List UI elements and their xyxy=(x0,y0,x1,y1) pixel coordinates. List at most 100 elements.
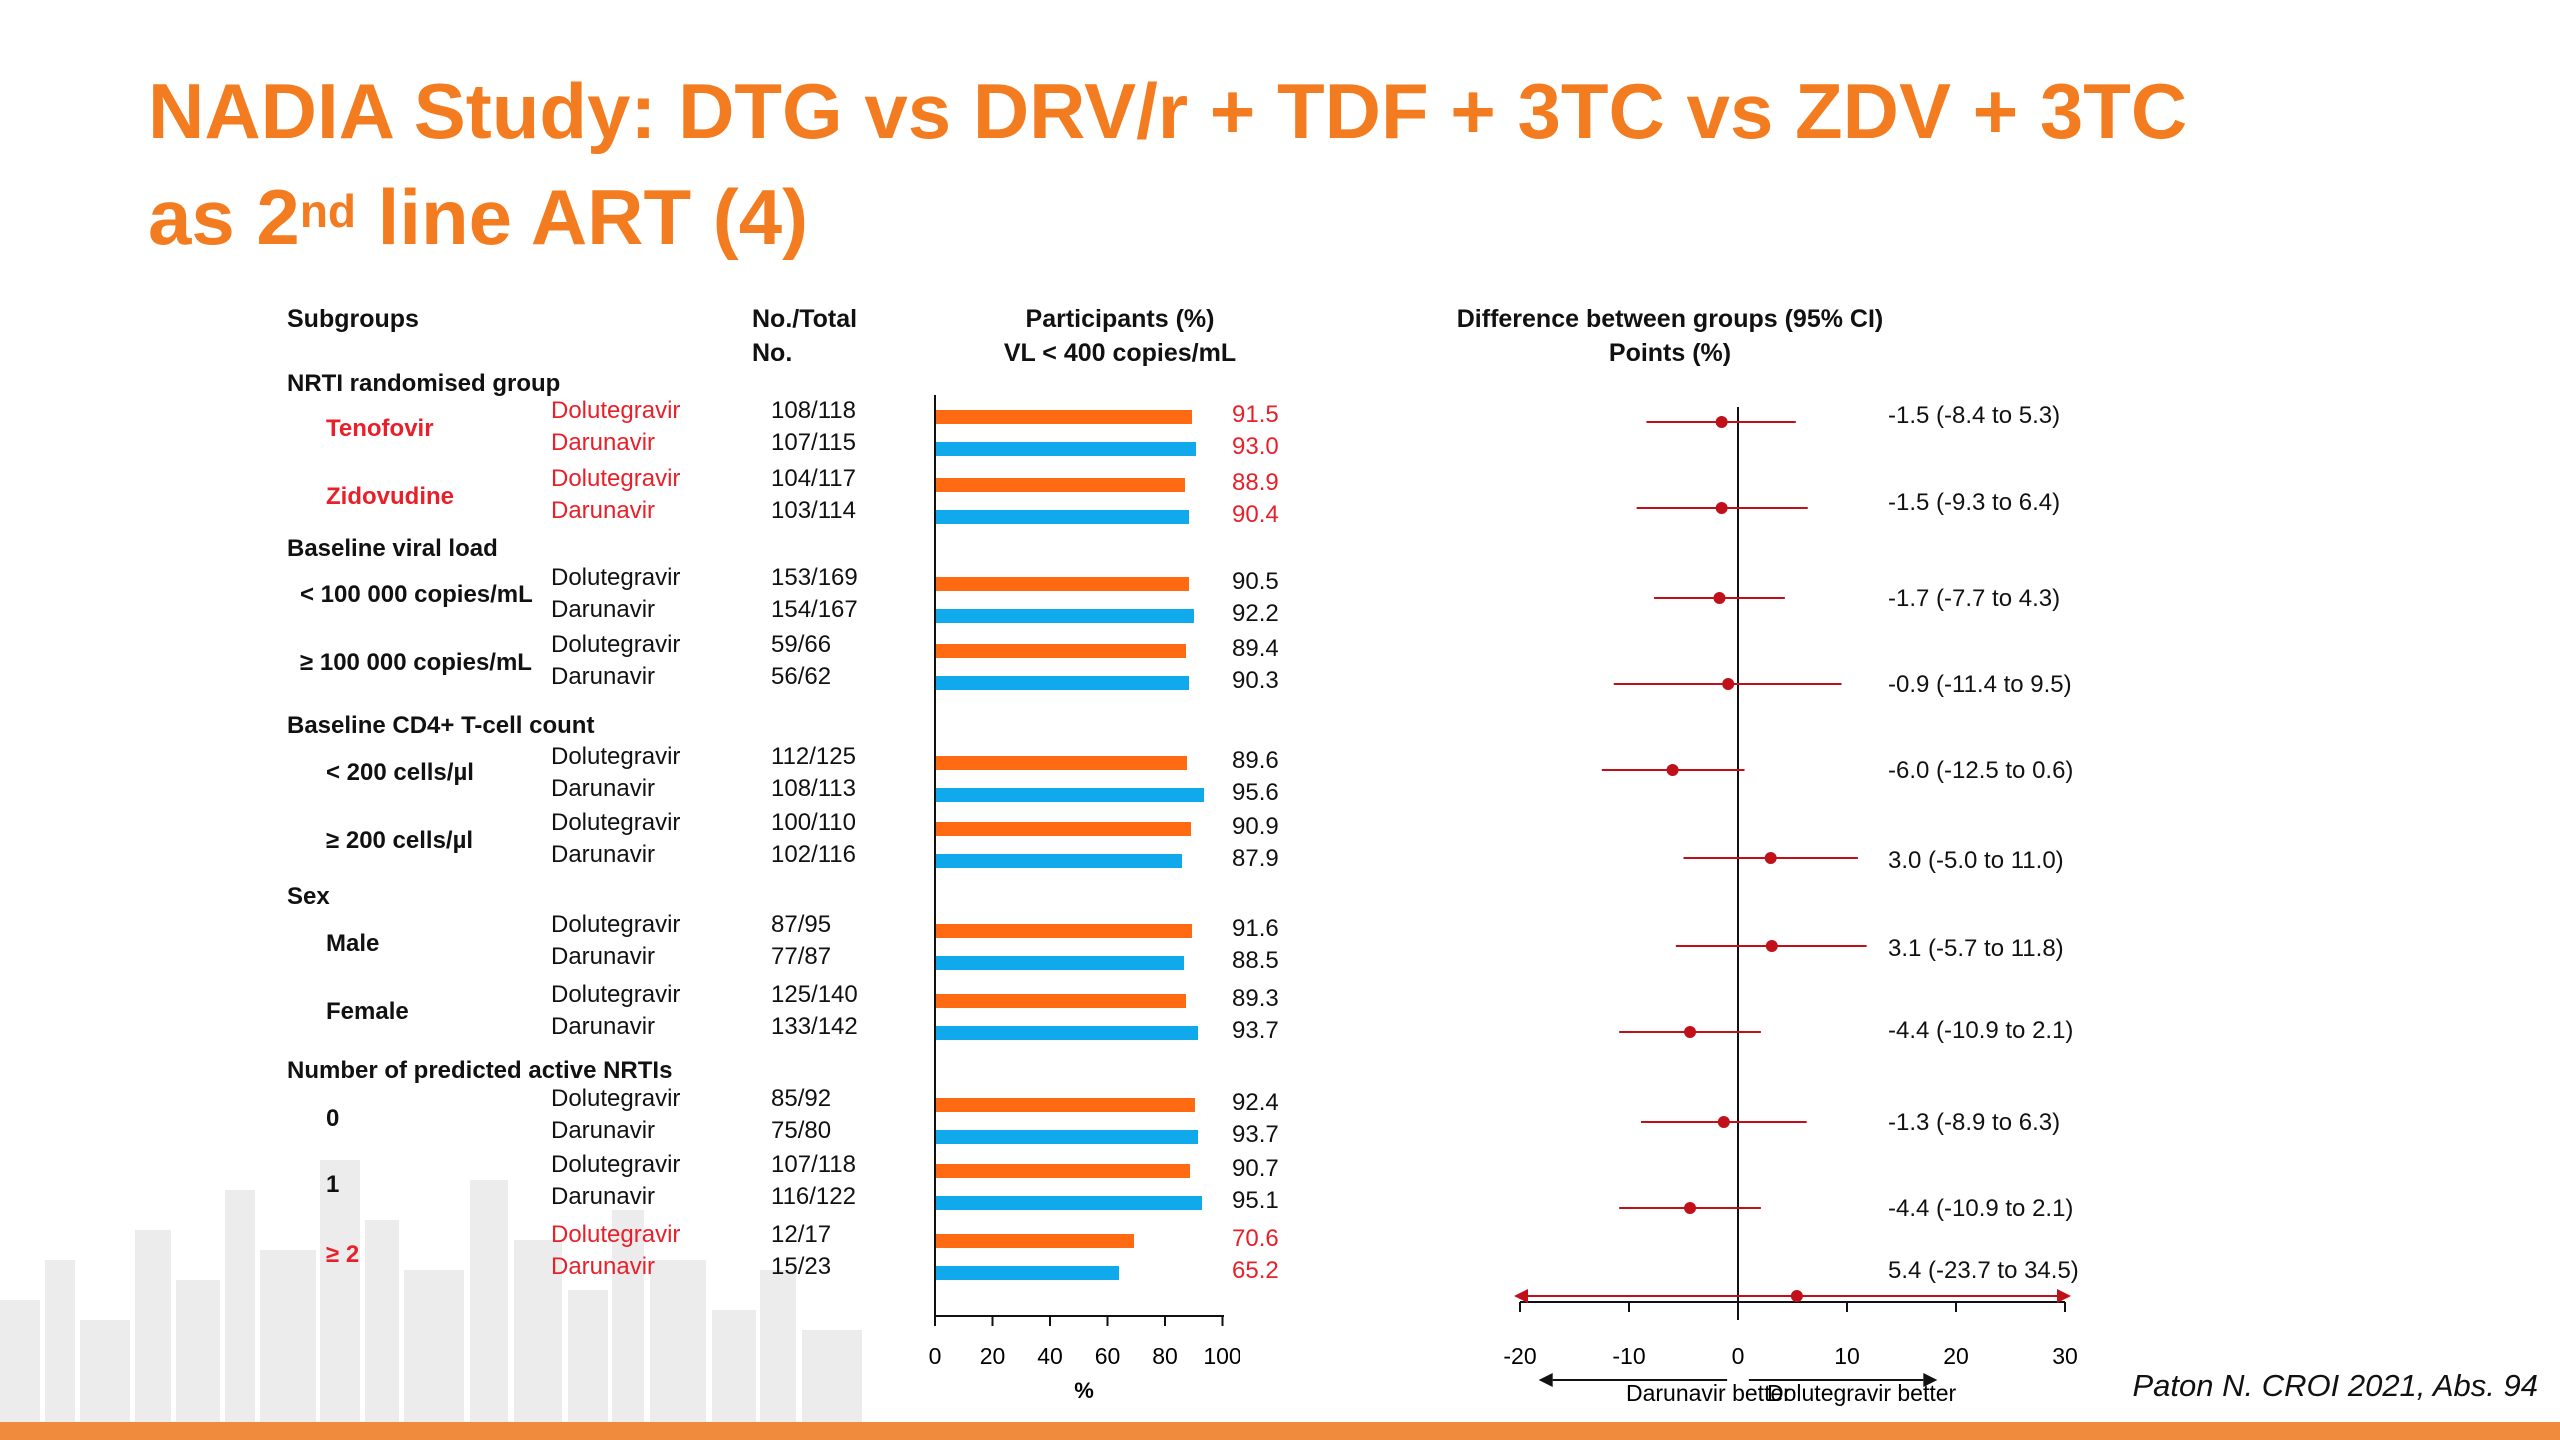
header-no-total: No./Total No. xyxy=(752,302,857,370)
header-participants-line1: Participants (%) xyxy=(1025,305,1215,333)
row-arm: Dolutegravir xyxy=(551,1151,681,1178)
bar-tick-label: 60 xyxy=(1095,1343,1121,1369)
row-n-total: 104/117 xyxy=(771,465,856,492)
section-viral-load: Baseline viral load xyxy=(287,535,498,562)
forest-tick-label: 30 xyxy=(2052,1343,2078,1369)
point-estimate xyxy=(1684,1202,1697,1214)
row-n-total: 100/110 xyxy=(771,809,856,836)
row-value-label: 90.9 xyxy=(1232,813,1279,840)
section-sex: Sex xyxy=(287,883,330,910)
bar-darunavir xyxy=(936,1026,1199,1040)
bar-chart: 0 20 40 60 80 100 % xyxy=(929,395,1240,1403)
row-value-label: 70.6 xyxy=(1232,1225,1279,1252)
row-value-label: 89.4 xyxy=(1232,635,1279,662)
bottom-bar xyxy=(0,1422,2560,1440)
row-arm: Dolutegravir xyxy=(551,981,681,1008)
row-arm: Darunavir xyxy=(551,841,656,868)
bar-dolutegravir xyxy=(936,924,1193,938)
subgroup-zidovudine: Zidovudine xyxy=(326,483,454,510)
header-no-total-line2: No. xyxy=(752,339,793,367)
row-value-label: 90.5 xyxy=(1232,568,1279,595)
row-arm: Dolutegravir xyxy=(551,809,681,836)
ci-label: 3.1 (-5.7 to 11.8) xyxy=(1888,935,2064,962)
skyline-decoration xyxy=(0,1160,862,1422)
row-value-label: 87.9 xyxy=(1232,845,1279,872)
row-arm: Dolutegravir xyxy=(551,911,681,938)
bar-darunavir xyxy=(936,442,1197,456)
ci-label: -1.3 (-8.9 to 6.3) xyxy=(1888,1109,2061,1136)
row-arm: Dolutegravir xyxy=(551,1085,681,1112)
arrow-head-right xyxy=(1923,1373,1938,1387)
ci-label: 3.0 (-5.0 to 11.0) xyxy=(1888,847,2064,874)
title-line-1: NADIA Study: DTG vs DRV/r + TDF + 3TC vs… xyxy=(148,67,2188,155)
bar-dolutegravir xyxy=(936,478,1185,492)
row-value-label: 93.7 xyxy=(1232,1121,1279,1148)
subgroup-vl-high: ≥ 100 000 copies/mL xyxy=(300,649,532,676)
citation: Paton N. CROI 2021, Abs. 94 xyxy=(2132,1368,2538,1403)
subgroup-male: Male xyxy=(326,930,380,957)
row-arm: Dolutegravir xyxy=(551,397,681,424)
row-n-total: 102/116 xyxy=(771,841,856,868)
header-difference: Difference between groups (95% CI) Point… xyxy=(1430,302,1910,370)
row-value-label: 93.7 xyxy=(1232,1017,1279,1044)
bar-darunavir xyxy=(936,510,1190,524)
bar-darunavir xyxy=(936,609,1195,623)
point-estimate xyxy=(1715,502,1728,514)
bar-darunavir xyxy=(936,1266,1119,1280)
subgroup-nrti-1: 1 xyxy=(326,1171,340,1198)
row-arm: Darunavir xyxy=(551,1117,656,1144)
row-n-total: 107/115 xyxy=(771,429,856,456)
bar-x-label: % xyxy=(1074,1378,1094,1403)
point-estimate xyxy=(1765,940,1778,952)
ci-label: -0.9 (-11.4 to 9.5) xyxy=(1888,671,2072,698)
section-active-nrtis: Number of predicted active NRTIs xyxy=(287,1057,673,1084)
ci-label: -4.4 (-10.9 to 2.1) xyxy=(1888,1195,2074,1222)
row-n-total: 85/92 xyxy=(771,1085,832,1112)
bar-darunavir xyxy=(936,676,1189,690)
row-n-total: 133/142 xyxy=(771,1013,858,1040)
row-arm: Darunavir xyxy=(551,429,656,456)
row-arm: Dolutegravir xyxy=(551,631,681,658)
arrow-head-left xyxy=(1538,1373,1553,1387)
bar-dolutegravir xyxy=(936,994,1187,1008)
title-line-2-pre: as 2 xyxy=(148,173,300,261)
bar-dolutegravir xyxy=(936,410,1193,424)
bar-tick-label: 20 xyxy=(980,1343,1006,1369)
row-arm: Dolutegravir xyxy=(551,1221,681,1248)
bar-darunavir xyxy=(936,1196,1203,1210)
row-n-total: 75/80 xyxy=(771,1117,832,1144)
arrow-label-darunavir: Darunavir better xyxy=(1626,1380,1791,1406)
row-n-total: 56/62 xyxy=(771,663,832,690)
ci-label: -6.0 (-12.5 to 0.6) xyxy=(1888,757,2074,784)
bar-dolutegravir xyxy=(936,644,1187,658)
row-arm: Darunavir xyxy=(551,943,656,970)
row-value-label: 91.5 xyxy=(1232,401,1279,428)
row-n-total: 116/122 xyxy=(771,1183,856,1210)
header-participants-line2: VL < 400 copies/mL xyxy=(1003,339,1237,367)
row-value-label: 95.1 xyxy=(1232,1187,1279,1214)
bar-dolutegravir xyxy=(936,1098,1195,1112)
title-superscript: nd xyxy=(299,185,357,237)
ci-label: -1.7 (-7.7 to 4.3) xyxy=(1888,585,2061,612)
bar-tick-label: 80 xyxy=(1152,1343,1178,1369)
point-estimate xyxy=(1713,592,1726,604)
subgroup-cd4-low: < 200 cells/µl xyxy=(326,759,474,786)
point-estimate xyxy=(1722,678,1735,690)
bar-dolutegravir xyxy=(936,577,1190,591)
subgroup-tenofovir: Tenofovir xyxy=(326,415,434,442)
subgroup-nrti-0: 0 xyxy=(326,1105,340,1132)
forest-tick-label: 10 xyxy=(1834,1343,1860,1369)
ci-arrow-right xyxy=(2057,1289,2071,1303)
row-arm: Darunavir xyxy=(551,1183,656,1210)
row-value-label: 91.6 xyxy=(1232,915,1279,942)
forest-tick-label: 0 xyxy=(1732,1343,1745,1369)
row-value-label: 88.5 xyxy=(1232,947,1279,974)
section-nrti-group: NRTI randomised group xyxy=(287,370,561,397)
row-value-label: 92.2 xyxy=(1232,600,1279,627)
subgroup-nrti-2plus: ≥ 2 xyxy=(326,1241,360,1268)
row-arm: Dolutegravir xyxy=(551,465,681,492)
bar-tick-label: 0 xyxy=(929,1343,942,1369)
row-n-total: 107/118 xyxy=(771,1151,856,1178)
section-cd4: Baseline CD4+ T-cell count xyxy=(287,712,595,739)
point-estimate xyxy=(1684,1026,1697,1038)
